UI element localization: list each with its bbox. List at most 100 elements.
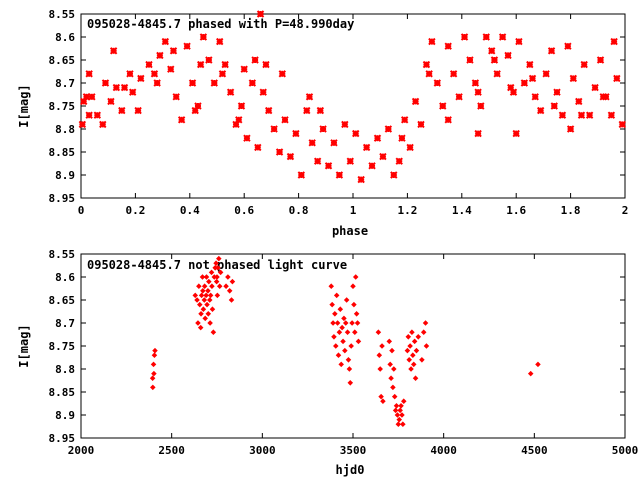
data-point (558, 111, 567, 119)
data-point (206, 278, 212, 285)
data-point (214, 292, 221, 299)
data-point (536, 106, 545, 115)
data-point (449, 70, 458, 78)
data-point (199, 274, 206, 280)
data-point (145, 60, 153, 69)
data-point (297, 171, 306, 179)
data-point (198, 311, 204, 317)
data-point (278, 70, 286, 78)
data-point (93, 111, 102, 119)
data-point (150, 384, 156, 391)
data-point (515, 37, 523, 46)
data-point (410, 352, 416, 358)
unphased-light-curve-plot: 095028-4845.7 not phased light curve hjd… (17, 248, 638, 477)
data-point (292, 129, 300, 138)
data-point (336, 329, 343, 335)
data-point (397, 407, 403, 414)
data-point (240, 65, 248, 73)
data-point (223, 283, 229, 289)
data-point (120, 83, 129, 92)
data-point (324, 162, 333, 170)
data-point (399, 412, 405, 418)
data-point (344, 329, 351, 335)
data-point (474, 88, 482, 96)
data-point (205, 288, 211, 294)
data-point (149, 375, 156, 381)
data-point (332, 311, 338, 317)
data-point (248, 79, 257, 87)
data-point (259, 88, 267, 96)
data-point (613, 74, 621, 83)
data-point (335, 171, 344, 179)
data-point (425, 70, 433, 78)
data-point (376, 352, 383, 358)
data-point (406, 143, 414, 152)
data-point (204, 301, 210, 308)
data-point (209, 306, 216, 312)
data-point (107, 97, 115, 106)
data-point (192, 292, 199, 299)
x-axis-label: hjd0 (336, 463, 365, 477)
data-point (411, 97, 420, 106)
data-point (575, 97, 583, 106)
data-point (150, 361, 157, 368)
data-point (99, 120, 107, 129)
data-point (137, 74, 145, 83)
data-point (303, 106, 311, 115)
data-point (596, 56, 605, 64)
data-point (406, 357, 412, 363)
data-point (151, 370, 157, 377)
data-point (357, 175, 365, 184)
data-point (243, 134, 251, 142)
data-point (228, 297, 235, 303)
data-point (444, 42, 452, 50)
data-point (378, 393, 384, 400)
y-tick-label: 8.6 (55, 271, 75, 284)
data-point (398, 403, 404, 409)
data-point (417, 120, 425, 129)
data-point (205, 311, 212, 317)
data-point (172, 93, 180, 101)
data-point (195, 320, 201, 326)
y-tick-label: 8.6 (55, 31, 75, 44)
y-tick-label: 8.95 (49, 432, 76, 445)
data-point (460, 33, 469, 41)
data-point (373, 134, 382, 142)
data-point (161, 37, 170, 46)
data-point (342, 320, 349, 326)
data-point (393, 403, 400, 409)
data-point (455, 93, 463, 101)
data-point (85, 70, 93, 78)
data-point (482, 33, 490, 41)
y-tick-label: 8.85 (49, 146, 76, 159)
data-point (198, 292, 205, 299)
data-point (527, 370, 534, 377)
data-point (206, 297, 213, 303)
data-point (428, 37, 436, 46)
data-point (197, 301, 203, 308)
x-axis-label: phase (332, 224, 368, 238)
data-point (216, 255, 222, 262)
data-point (216, 283, 223, 289)
data-point (409, 329, 415, 335)
y-tick-label: 8.8 (55, 363, 75, 376)
data-points (149, 255, 541, 427)
y-axis-label: I[mag] (17, 324, 31, 367)
x-tick-label: 1.4 (452, 204, 472, 217)
data-point (251, 56, 259, 64)
x-tick-label: 1.2 (397, 204, 417, 217)
data-point (610, 37, 618, 46)
data-point (308, 139, 316, 147)
data-point (217, 269, 224, 276)
x-tick-label: 5000 (612, 444, 639, 457)
data-point (338, 361, 344, 368)
data-point (221, 60, 229, 69)
data-point (384, 125, 393, 133)
x-tick-label: 3000 (249, 444, 276, 457)
data-point (235, 116, 243, 124)
data-point (151, 352, 158, 358)
data-point (535, 361, 541, 368)
data-point (316, 106, 325, 115)
y-tick-label: 8.9 (55, 409, 75, 422)
